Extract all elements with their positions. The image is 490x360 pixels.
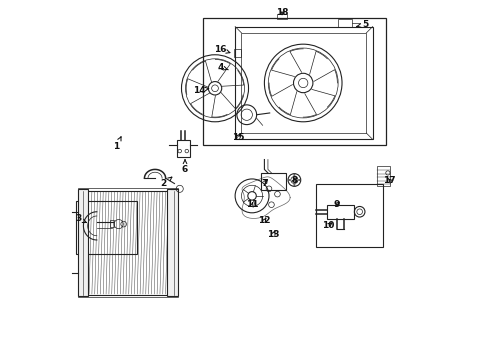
Bar: [75, 201, 137, 254]
Text: 7: 7: [261, 179, 268, 188]
Text: 1: 1: [113, 137, 121, 151]
Text: 12: 12: [258, 216, 270, 225]
Text: 17: 17: [383, 176, 396, 185]
Text: 10: 10: [322, 221, 334, 230]
Text: 6: 6: [182, 160, 188, 174]
Text: 4: 4: [217, 63, 228, 72]
Text: 18: 18: [276, 8, 288, 17]
Bar: [242, 33, 367, 133]
Text: 16: 16: [214, 45, 230, 54]
Bar: [203, 18, 386, 145]
Text: 5: 5: [357, 20, 368, 29]
Text: 8: 8: [291, 176, 297, 185]
Text: 14: 14: [193, 86, 209, 95]
Bar: [234, 49, 241, 57]
Bar: [78, 189, 88, 296]
Bar: [339, 19, 352, 27]
Text: 2: 2: [161, 177, 172, 188]
Bar: [86, 190, 169, 294]
Bar: [261, 173, 286, 190]
Bar: [377, 166, 390, 186]
Bar: [168, 189, 178, 296]
Bar: [235, 27, 373, 139]
Text: 11: 11: [246, 200, 258, 209]
Text: 15: 15: [232, 133, 244, 142]
Bar: [177, 140, 190, 157]
Bar: [277, 14, 287, 19]
Text: 9: 9: [334, 200, 340, 209]
Bar: [327, 206, 354, 219]
Bar: [316, 184, 383, 247]
Text: 3: 3: [75, 214, 87, 223]
Text: 13: 13: [267, 230, 279, 239]
Bar: [110, 220, 115, 226]
